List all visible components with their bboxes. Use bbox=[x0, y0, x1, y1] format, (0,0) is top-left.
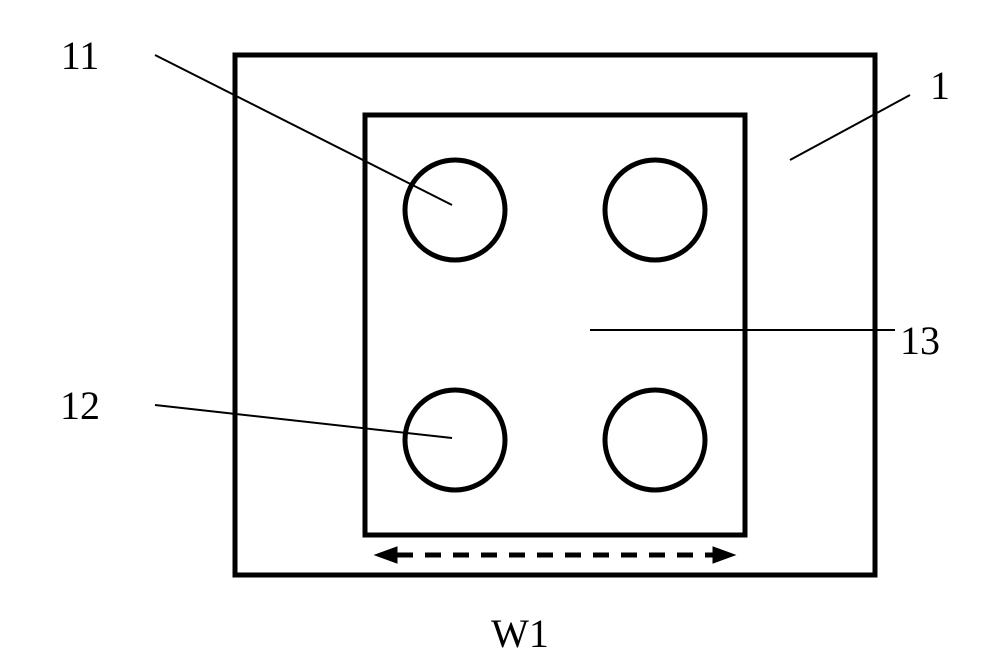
callout-label-1: 1 bbox=[930, 62, 950, 109]
hole-top_left bbox=[405, 160, 505, 260]
callout-label-11: 11 bbox=[61, 32, 100, 79]
callout-label-13: 13 bbox=[900, 317, 940, 364]
leader-11 bbox=[155, 55, 452, 205]
diagram-stage: 1112113W1 bbox=[0, 0, 1000, 642]
hole-bottom_right bbox=[605, 390, 705, 490]
outer-rect bbox=[235, 55, 875, 575]
inner-rect bbox=[365, 115, 745, 535]
hole-top_right bbox=[605, 160, 705, 260]
dim-label-w1: W1 bbox=[491, 610, 549, 657]
dim-arrow-left bbox=[375, 547, 397, 563]
leader-1 bbox=[790, 95, 910, 160]
diagram-svg bbox=[0, 0, 1000, 642]
callout-label-12: 12 bbox=[60, 382, 100, 429]
hole-bottom_left bbox=[405, 390, 505, 490]
dim-arrow-right bbox=[713, 547, 735, 563]
